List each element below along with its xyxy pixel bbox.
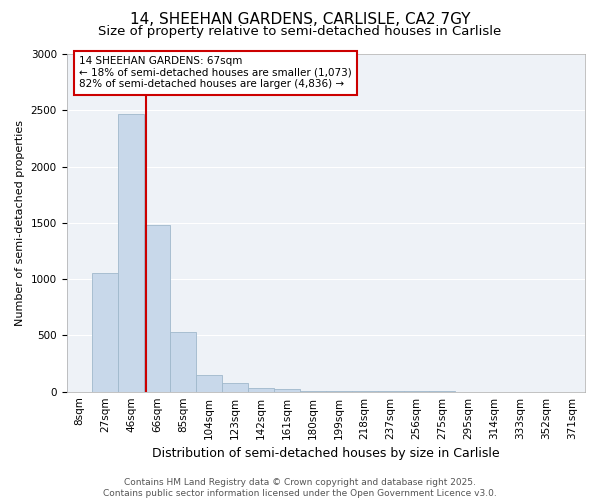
Bar (300, 390, 326, 392)
Bar (144, 225, 170, 392)
Bar (92, 274, 118, 392)
Y-axis label: Number of semi-detached properties: Number of semi-detached properties (15, 120, 25, 326)
Text: 14, SHEEHAN GARDENS, CARLISLE, CA2 7GY: 14, SHEEHAN GARDENS, CARLISLE, CA2 7GY (130, 12, 470, 28)
Bar (196, 375, 222, 392)
Bar (118, 114, 144, 392)
Bar (248, 388, 274, 392)
Bar (222, 383, 248, 392)
Text: Contains HM Land Registry data © Crown copyright and database right 2025.
Contai: Contains HM Land Registry data © Crown c… (103, 478, 497, 498)
Bar (170, 332, 196, 392)
Bar (274, 390, 300, 392)
Text: Size of property relative to semi-detached houses in Carlisle: Size of property relative to semi-detach… (98, 25, 502, 38)
Bar (326, 391, 352, 392)
X-axis label: Distribution of semi-detached houses by size in Carlisle: Distribution of semi-detached houses by … (152, 447, 500, 460)
Text: 14 SHEEHAN GARDENS: 67sqm
← 18% of semi-detached houses are smaller (1,073)
82% : 14 SHEEHAN GARDENS: 67sqm ← 18% of semi-… (79, 56, 352, 90)
Bar (352, 391, 377, 392)
